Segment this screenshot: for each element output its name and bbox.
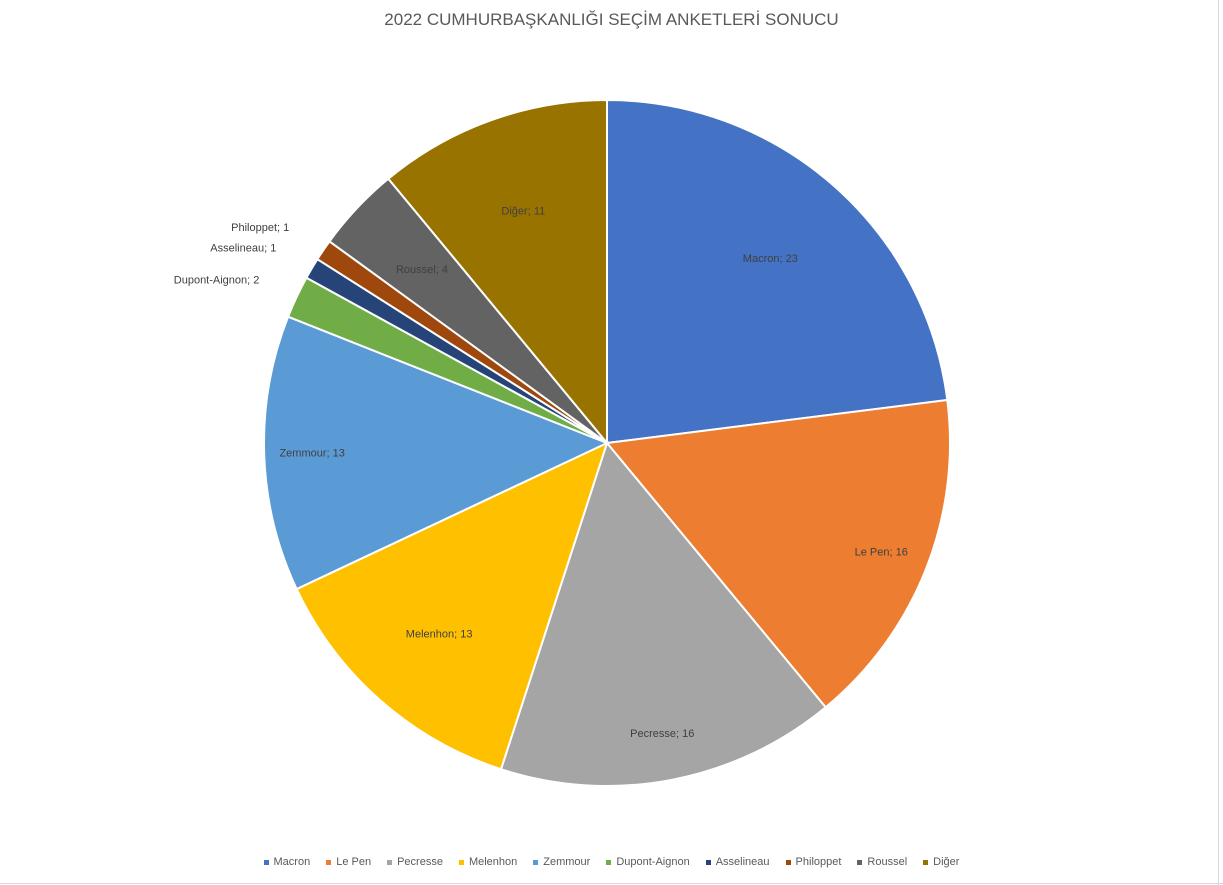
legend-item-2: Pecresse xyxy=(387,856,443,868)
legend-label-6: Asselineau xyxy=(715,856,770,868)
legend-item-0: Macron xyxy=(263,856,311,868)
legend-item-6: Asselineau xyxy=(705,856,770,868)
legend-swatch-3 xyxy=(458,859,464,865)
legend-item-1: Le Pen xyxy=(326,856,371,868)
legend-label-3: Melenhon xyxy=(468,856,518,868)
pie-slice-label-1: Le Pen; 16 xyxy=(855,547,908,559)
legend-label-4: Zemmour xyxy=(543,856,591,868)
pie-slice-label-3: Melenhon; 13 xyxy=(406,628,473,640)
pie-slice-label-0: Macron; 23 xyxy=(743,253,798,265)
legend-swatch-6 xyxy=(705,859,711,865)
legend-swatch-9 xyxy=(923,859,929,865)
chart-legend: Macron Le Pen Pecresse Melenhon Zemmour Dupon… xyxy=(0,856,1223,868)
pie-slice-label-2: Pecresse; 16 xyxy=(630,728,694,740)
legend-label-9: Diğer xyxy=(933,856,960,868)
pie-slice-label-8: Roussel; 4 xyxy=(396,264,448,276)
pie-slice-label-4: Zemmour; 13 xyxy=(279,447,344,459)
legend-label-5: Dupont-Aignon xyxy=(616,856,690,868)
pie-slice-2 xyxy=(499,440,828,787)
pie-slice-label-5: Dupont-Aignon; 2 xyxy=(174,274,260,286)
legend-item-8: Roussel xyxy=(857,856,907,868)
pie-slice-label-9: Diğer; 11 xyxy=(501,206,545,218)
legend-label-8: Roussel xyxy=(867,856,908,868)
legend-label-0: Macron xyxy=(273,856,311,868)
legend-item-3: Melenhon xyxy=(458,856,518,868)
legend-swatch-8 xyxy=(857,859,863,865)
legend-swatch-4 xyxy=(533,859,539,865)
legend-item-4: Zemmour xyxy=(533,856,590,868)
pie-slice-9 xyxy=(386,98,608,446)
legend-swatch-5 xyxy=(606,859,612,865)
pie-slice-0 xyxy=(606,98,949,445)
legend-item-9: Diğer xyxy=(923,856,959,868)
pie-slice-label-7: Philoppet; 1 xyxy=(231,222,289,234)
right-edge-divider xyxy=(1218,0,1219,885)
legend-label-2: Pecresse xyxy=(397,856,443,868)
legend-item-5: Dupont-Aignon xyxy=(606,856,690,868)
pie-slice-1 xyxy=(605,398,951,709)
legend-swatch-7 xyxy=(785,859,791,865)
legend-swatch-1 xyxy=(326,859,332,865)
legend-item-7: Philoppet xyxy=(785,856,842,868)
legend-label-7: Philoppet xyxy=(795,856,842,868)
pie-slice-label-6: Asselineau; 1 xyxy=(210,242,276,254)
legend-swatch-0 xyxy=(263,859,269,865)
chart-title: 2022 CUMHURBAŞKANLIĞI SEÇİM ANKETLERİ SO… xyxy=(384,10,839,29)
legend-swatch-2 xyxy=(387,859,393,865)
legend-label-1: Le Pen xyxy=(336,856,372,868)
pie-slice-3 xyxy=(295,441,609,771)
bottom-edge-divider xyxy=(0,883,1223,884)
pie-slice-4 xyxy=(263,315,610,591)
